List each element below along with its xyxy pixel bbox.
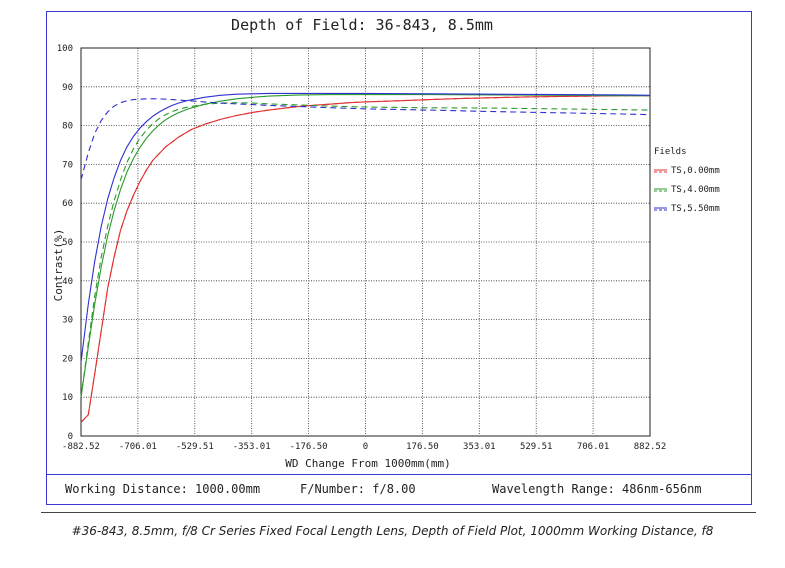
x-tick-label: 706.01 [577, 442, 610, 452]
y-tick-label: 100 [57, 44, 73, 54]
x-tick-label: 176.50 [406, 442, 439, 452]
y-tick-label: 90 [62, 83, 73, 93]
y-tick-label: 10 [62, 393, 73, 403]
y-tick-label: 60 [62, 199, 73, 209]
x-tick-label: 529.51 [520, 442, 553, 452]
working-distance-text: Working Distance: 1000.00mm [65, 482, 261, 496]
y-tick-label: 20 [62, 354, 73, 364]
series-line-ts-0-00mm-dashed [80, 95, 650, 423]
legend-label: TS,0.00mm [671, 166, 720, 176]
f-number-text: F/Number: f/8.00 [300, 482, 416, 496]
y-tick-label: 40 [62, 277, 73, 287]
series-line-ts-5-50mm-dashed [80, 98, 651, 181]
y-tick-label: 0 [68, 432, 73, 442]
series-lines [80, 92, 651, 423]
x-tick-label: -353.01 [233, 442, 271, 452]
y-axis-label: Contrast(%) [52, 229, 65, 302]
x-tick-label: -176.50 [290, 442, 328, 452]
legend-label: TS,4.00mm [671, 185, 720, 195]
x-tick-label: 353.01 [463, 442, 496, 452]
figure-caption: #36-843, 8.5mm, f/8 Cr Series Fixed Foca… [71, 524, 714, 538]
chart-frame [46, 11, 752, 505]
x-tick-label: -706.01 [119, 442, 157, 452]
series-line-ts-4-00mm-dashed [80, 102, 651, 398]
legend: Fields TS,0.00mm TS,4.00mm TS,5.50mm [654, 147, 720, 214]
y-tick-label: 50 [62, 238, 73, 248]
axes [80, 47, 651, 437]
x-tick-label: 882.52 [634, 442, 667, 452]
series-line-ts-5-50mm-solid [80, 92, 651, 363]
x-axis-label: WD Change From 1000mm(mm) [285, 457, 451, 470]
legend-label: TS,5.50mm [671, 204, 720, 214]
wavelength-range-text: Wavelength Range: 486nm-656nm [492, 482, 702, 496]
y-tick-label: 70 [62, 160, 73, 170]
x-tick-label: -882.52 [62, 442, 100, 452]
footer-divider [46, 474, 752, 475]
chart-title: Depth of Field: 36-843, 8.5mm [231, 16, 493, 34]
grid [81, 48, 650, 436]
y-tick-label: 80 [62, 122, 73, 132]
series-line-ts-4-00mm-solid [80, 94, 650, 398]
caption-rule [41, 512, 756, 513]
tick-labels: -882.52 -706.01 -529.51 -353.01 -176.50 0 176.… [57, 44, 667, 452]
plot-area-border [80, 47, 651, 437]
y-tick-label: 30 [62, 316, 73, 326]
x-tick-label: -529.51 [176, 442, 214, 452]
x-tick-label: 0 [363, 442, 368, 452]
legend-title: Fields [654, 147, 687, 157]
